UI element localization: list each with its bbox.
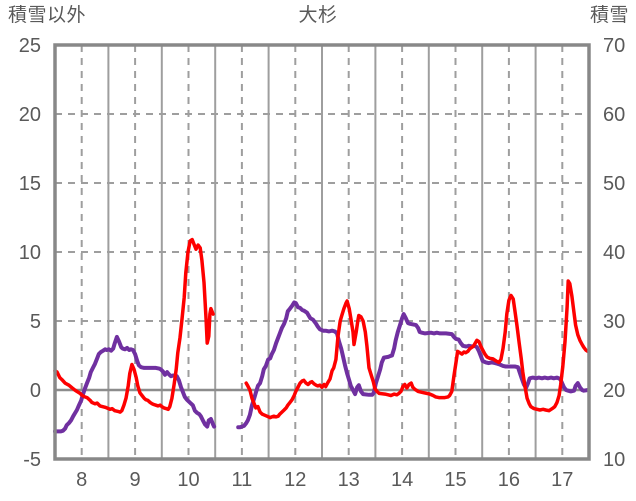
right-axis-tick-label: 50 xyxy=(603,173,625,195)
series-line-red xyxy=(244,279,590,420)
x-axis-tick-label: 17 xyxy=(551,469,573,491)
left-axis-tick-label: 5 xyxy=(30,311,41,333)
x-axis-tick-label: 14 xyxy=(391,469,413,491)
x-axis-tick-label: 8 xyxy=(76,469,87,491)
right-axis-tick-label: 20 xyxy=(603,380,625,402)
left-axis-title: 積雪以外 xyxy=(8,5,87,26)
left-axis-tick-label: 20 xyxy=(19,104,41,126)
left-axis-tick-label: -5 xyxy=(23,449,41,471)
x-axis-tick-label: 16 xyxy=(498,469,520,491)
left-axis-tick-label: 15 xyxy=(19,173,41,195)
x-axis-tick-label: 15 xyxy=(444,469,466,491)
right-axis-tick-label: 70 xyxy=(603,35,625,57)
series-line-red xyxy=(53,237,215,414)
right-axis-tick-label: 40 xyxy=(603,242,625,264)
right-axis-tick-label: 30 xyxy=(603,311,625,333)
x-axis-tick-label: 9 xyxy=(130,469,141,491)
x-axis-tick-label: 13 xyxy=(338,469,360,491)
right-axis-title: 積雪 xyxy=(589,5,629,26)
series-line-purple xyxy=(236,300,590,430)
left-axis-tick-label: 0 xyxy=(30,380,41,402)
x-axis-tick-label: 11 xyxy=(232,469,253,491)
left-axis-tick-label: 25 xyxy=(19,35,41,57)
chart-title: 大杉 xyxy=(298,5,338,26)
x-axis-tick-label: 10 xyxy=(177,469,199,491)
right-axis-tick-label: 10 xyxy=(603,449,625,471)
plot-frame xyxy=(53,43,591,461)
x-axis-tick-label: 12 xyxy=(284,469,306,491)
series-line-purple xyxy=(53,334,217,434)
right-axis-tick-label: 60 xyxy=(603,104,625,126)
left-axis-tick-label: 10 xyxy=(19,242,41,264)
